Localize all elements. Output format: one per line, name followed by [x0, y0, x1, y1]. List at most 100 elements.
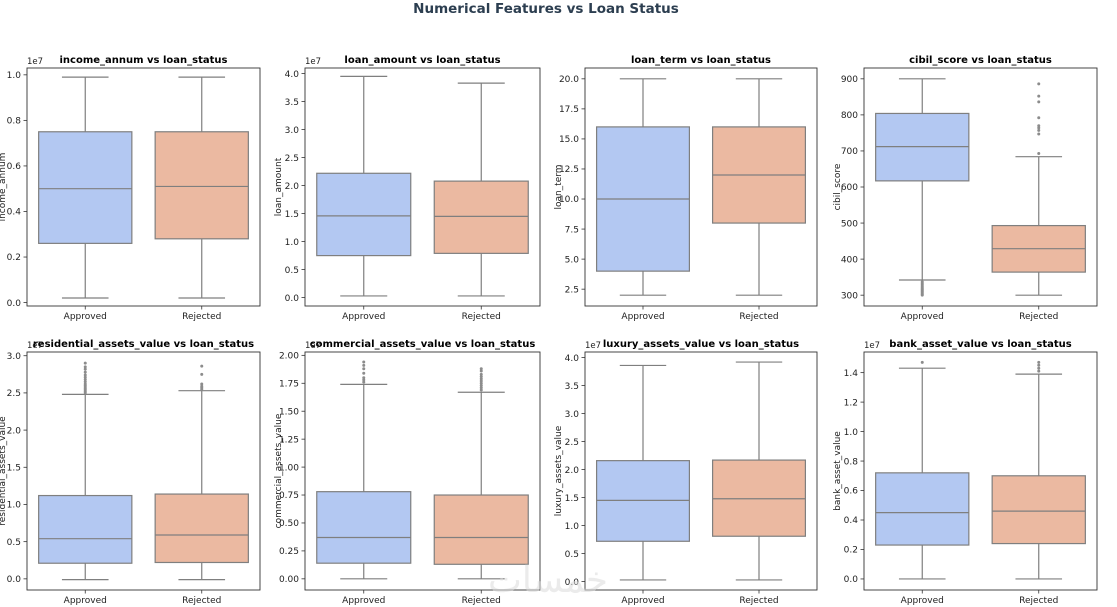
iqr-box: [316, 172, 412, 257]
y-tick-label: 7.5: [565, 225, 579, 235]
outlier-point: [200, 372, 204, 376]
y-tick-label: 17.5: [559, 105, 579, 115]
y-tick-label: 2.5: [7, 389, 21, 399]
outlier-point: [479, 372, 483, 376]
y-tick-label: 2.5: [285, 154, 299, 164]
x-tick-label: Approved: [901, 312, 944, 322]
y-tick-label: 12.5: [559, 165, 579, 175]
axis-offset-label: 1e7: [27, 57, 43, 67]
x-tick-label: Approved: [342, 312, 385, 322]
x-tick-label: Approved: [621, 312, 664, 322]
y-tick-label: 15.0: [559, 135, 579, 145]
y-tick-label: 0.0: [285, 294, 300, 304]
y-tick-label: 0.5: [285, 266, 299, 276]
axes-frame: [863, 67, 1098, 307]
axes-frame: [863, 351, 1098, 591]
y-tick-label: 300: [841, 291, 858, 301]
x-tick-label: Rejected: [462, 312, 501, 322]
iqr-box: [991, 475, 1086, 545]
y-tick-label: 1.75: [279, 379, 299, 389]
outlier-point: [200, 364, 204, 368]
outlier-point: [479, 367, 483, 371]
subplot-title: income_annum vs loan_status: [59, 55, 227, 66]
axes-frame: [304, 67, 541, 307]
outlier-point: [362, 367, 366, 371]
outlier-point: [362, 363, 366, 367]
y-tick-label: 2.0: [285, 182, 300, 192]
y-tick-label: 1.5: [565, 494, 579, 504]
y-tick-label: 3.5: [285, 98, 299, 108]
outlier-point: [1037, 124, 1041, 128]
y-tick-label: 0.2: [7, 253, 21, 263]
subplot-3: Approved Rejected 2.5 5.0 7.5 10.0 12.5 15.0 17.…: [554, 55, 818, 322]
y-tick-label: 0.0: [7, 575, 22, 585]
y-tick-label: 10.0: [559, 195, 579, 205]
iqr-box: [316, 491, 412, 564]
subplot-5: Approved Rejected 0.0 0.5 1.0 1.5 2.0 2.5 3.0 res…: [0, 339, 261, 606]
y-tick-label: 3.0: [565, 410, 580, 420]
y-tick-label: 1.2: [844, 398, 858, 408]
x-tick-label: Rejected: [182, 312, 221, 322]
axes-frame: [26, 351, 261, 591]
y-tick-label: 800: [841, 111, 858, 121]
x-tick-label: Rejected: [182, 596, 221, 606]
outlier-point: [1037, 369, 1041, 373]
iqr-box: [154, 493, 249, 564]
box-approved: [38, 76, 133, 299]
axis-offset-label: 1e7: [305, 341, 321, 351]
outlier-point: [1037, 363, 1041, 367]
y-axis-label: residential_assets_value: [0, 416, 8, 526]
x-tick-label: Approved: [621, 596, 664, 606]
y-axis-label: luxury_assets_value: [554, 425, 564, 516]
y-tick-label: 3.0: [285, 126, 300, 136]
y-tick-label: 1.0: [844, 428, 859, 438]
y-tick-label: 1.50: [279, 407, 299, 417]
y-tick-label: 3.0: [7, 352, 22, 362]
outlier-point: [83, 378, 87, 382]
outlier-point: [83, 375, 87, 379]
y-tick-label: 0.0: [7, 299, 22, 309]
y-tick-label: 0.6: [7, 162, 22, 172]
subplot-title: residential_assets_value vs loan_status: [33, 339, 254, 350]
outlier-point: [1037, 116, 1041, 120]
y-tick-label: 0.0: [565, 578, 580, 588]
y-tick-label: 1.5: [7, 463, 21, 473]
outlier-point: [1037, 100, 1041, 104]
subplot-title: loan_term vs loan_status: [631, 55, 771, 66]
y-tick-label: 1.25: [279, 435, 299, 445]
y-tick-label: 5.0: [565, 255, 580, 265]
outlier-point: [479, 381, 483, 385]
y-tick-label: 2.5: [565, 438, 579, 448]
y-tick-label: 0.0: [844, 575, 859, 585]
axes-frame: [304, 351, 541, 591]
y-tick-label: 1.0: [7, 71, 22, 81]
outlier-point: [1037, 151, 1041, 155]
y-tick-label: 0.4: [7, 208, 22, 218]
iqr-box: [875, 472, 970, 546]
y-axis-label: cibil_score: [833, 163, 843, 210]
y-axis-label: bank_asset_value: [833, 431, 843, 511]
outlier-point: [479, 386, 483, 390]
x-tick-label: Approved: [64, 312, 107, 322]
y-axis-label: loan_term: [554, 164, 564, 209]
iqr-box: [433, 494, 529, 565]
figure-suptitle: Numerical Features vs Loan Status: [413, 1, 679, 17]
y-tick-label: 500: [841, 219, 858, 229]
y-tick-label: 2.0: [7, 426, 22, 436]
y-tick-label: 2.5: [565, 285, 579, 295]
outlier-point: [479, 375, 483, 379]
outlier-point: [362, 376, 366, 380]
subplot-7: Approved Rejected 0.0 0.5 1.0 1.5 2.0 2.5 3.0 3.5…: [554, 339, 818, 606]
box-rejected: [154, 364, 249, 581]
y-tick-label: 0.2: [844, 546, 858, 556]
box-approved: [38, 361, 133, 581]
y-tick-label: 1.0: [565, 522, 580, 532]
outlier-point: [920, 280, 924, 284]
box-approved: [595, 364, 690, 581]
y-axis-label: commercial_assets_value: [274, 413, 284, 528]
y-tick-label: 1.5: [285, 210, 299, 220]
iqr-box: [433, 180, 529, 254]
subplot-1: Approved Rejected 0.0 0.2 0.4 0.6 0.8 1.0 income…: [0, 55, 261, 322]
box-approved: [875, 360, 970, 580]
